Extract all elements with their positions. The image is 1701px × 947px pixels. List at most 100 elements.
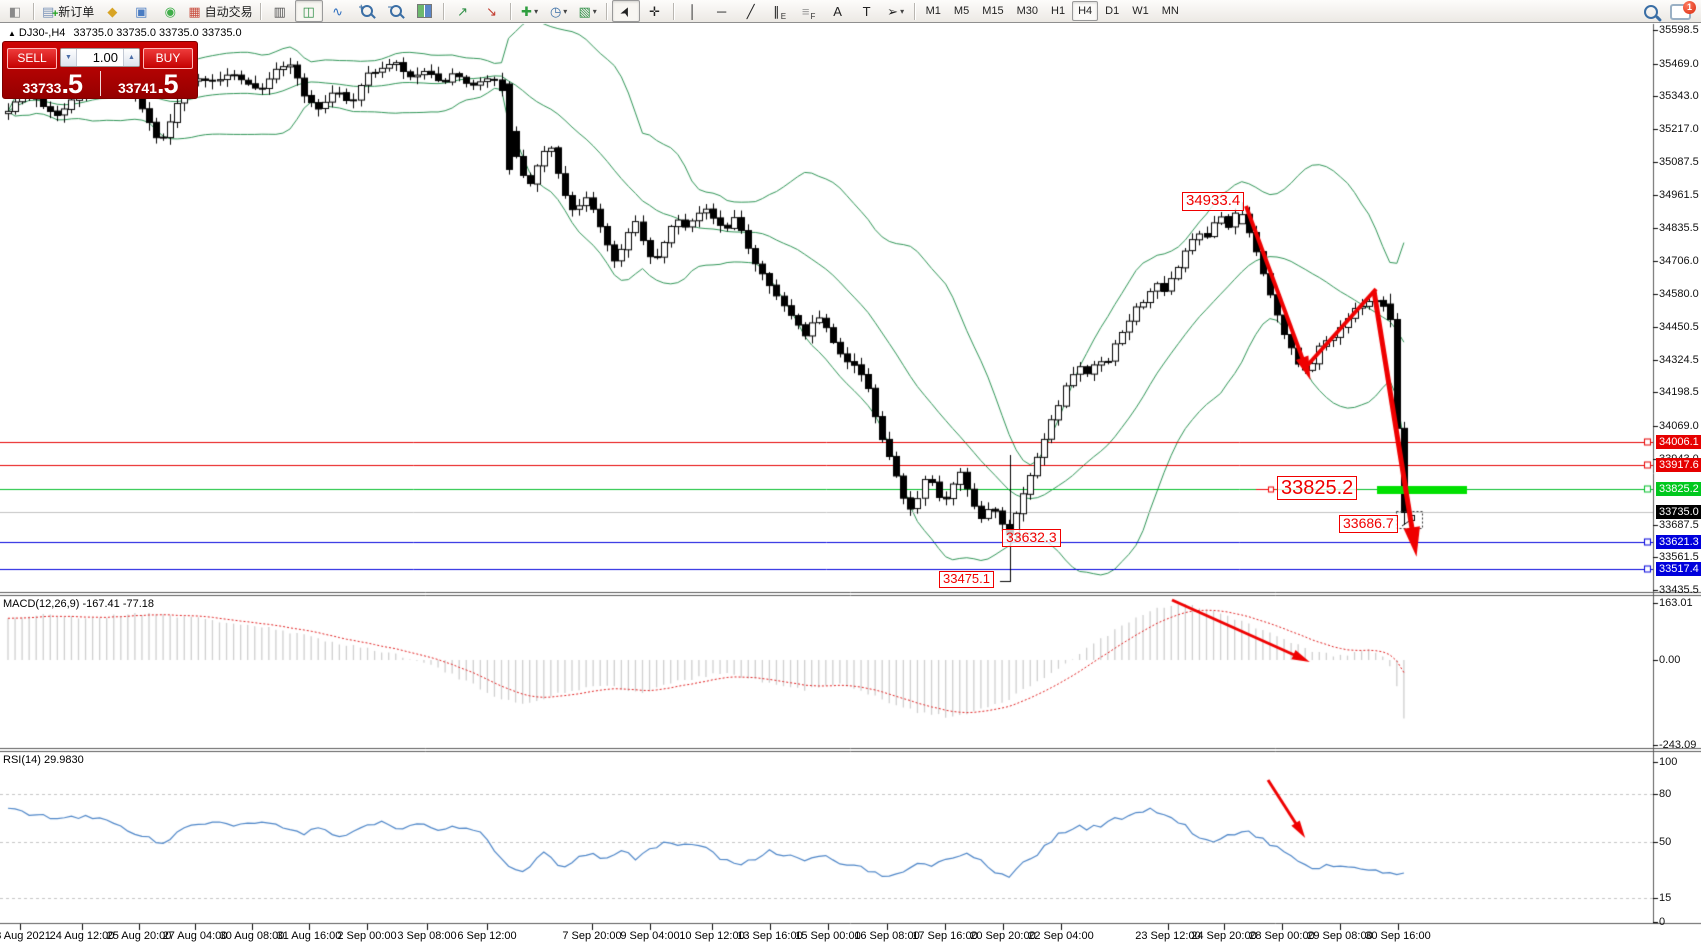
profiles-icon[interactable]: ▣ (135, 3, 148, 19)
new-order-button[interactable]: ▤ + 新订单 (42, 3, 95, 20)
timeframe-m30[interactable]: M30 (1016, 5, 1038, 17)
autotrading-button[interactable]: ▦ 自动交易 (188, 3, 253, 19)
macd-indicator-label: MACD(12,26,9) -167.41 -77.18 (3, 598, 155, 610)
toolbar-separator (442, 2, 445, 20)
price-tick-label: 34069.0 (1659, 420, 1699, 432)
time-tick-label: 9 Sep 04:00 (620, 930, 680, 942)
time-tick-label: 20 Sep 20:00 (970, 930, 1036, 942)
macd-scale-label: 0.00 (1659, 654, 1681, 666)
toolbar-separator (913, 2, 916, 20)
price-tick-label: 33561.5 (1659, 551, 1699, 563)
lot-size-value[interactable]: 1.00 (92, 50, 118, 65)
price-tick-label: 34324.5 (1659, 354, 1699, 366)
timeframe-m5[interactable]: M5 (953, 5, 970, 17)
notification-badge: 1 (1683, 0, 1696, 14)
label-tool[interactable]: T (862, 3, 871, 19)
horizontal-line-tool[interactable]: ─ (717, 3, 727, 19)
price-tick-label: 35343.0 (1659, 90, 1699, 102)
time-tick-label: 24 Aug 12:00 (49, 930, 115, 942)
rsi-indicator-label: RSI(14) 29.9830 (3, 754, 84, 766)
price-badge: 33825.2 (1656, 482, 1701, 496)
buy-price: 33741.5 (118, 69, 178, 99)
price-tick-label: 33687.5 (1659, 519, 1699, 531)
trendline-tool[interactable]: ╱ (746, 3, 755, 19)
bar-chart-icon[interactable]: ▥ (273, 3, 286, 19)
sell-button[interactable]: SELL (7, 48, 57, 69)
zoom-in-icon[interactable]: + (353, 0, 381, 22)
price-annotation[interactable]: 33632.3 (1002, 529, 1061, 547)
rsi-scale-label: 50 (1659, 836, 1672, 848)
lot-increase-button[interactable]: ▲ (123, 49, 139, 66)
candlestick-chart-icon[interactable]: ◫ (294, 0, 323, 22)
fibonacci-tool[interactable]: ≡ F (801, 3, 816, 22)
time-tick-label: 13 Sep 16:00 (737, 930, 803, 942)
timeframe-d1[interactable]: D1 (1105, 5, 1120, 17)
one-click-trading-panel: SELL ▼ 1.00 ▲ BUY 33733.5 33741.5 (2, 41, 198, 99)
price-annotation[interactable]: 33686.7 (1339, 515, 1398, 533)
arrows-tool[interactable]: ➢ ▾ (887, 3, 905, 19)
add-indicator-button[interactable]: ✚ ▾ (521, 3, 539, 19)
timeframe-mn[interactable]: MN (1161, 5, 1179, 17)
price-badge: 34006.1 (1656, 435, 1701, 449)
toolbar-separator (259, 2, 262, 20)
symbol-period-label: DJ30-,H4 (18, 27, 66, 39)
lot-size-stepper: ▼ 1.00 ▲ (60, 48, 140, 67)
search-icon[interactable] (1644, 4, 1658, 19)
price-tick-label: 34450.5 (1659, 321, 1699, 333)
rsi-scale-label: 100 (1659, 756, 1678, 768)
time-tick-label: 6 Sep 12:00 (457, 930, 517, 942)
navigator-window-icon[interactable]: ↘ (486, 3, 498, 19)
rsi-scale-label: 15 (1659, 892, 1672, 904)
time-tick-label: 7 Sep 20:00 (562, 930, 622, 942)
rsi-scale-label: 0 (1659, 916, 1666, 928)
app-icon[interactable]: ◧ (8, 3, 22, 19)
price-badge: 33621.3 (1656, 535, 1701, 549)
macd-scale-label: -243.09 (1659, 739, 1697, 751)
period-button[interactable]: ◷ ▾ (549, 3, 568, 19)
signal-icon[interactable]: ◉ (164, 3, 176, 19)
price-annotation[interactable]: 34933.4 (1182, 192, 1245, 211)
line-chart-icon[interactable]: ∿ (332, 3, 344, 19)
price-tick-label: 33435.5 (1659, 584, 1699, 596)
text-tool[interactable]: A (833, 3, 842, 19)
channel-tool[interactable]: ∥ E (773, 3, 787, 22)
price-divider (99, 71, 101, 96)
time-tick-label: 24 Sep 20:00 (1191, 930, 1257, 942)
timeframe-m1[interactable]: M1 (925, 5, 941, 17)
timeframe-w1[interactable]: W1 (1132, 5, 1149, 17)
price-badge: 33917.6 (1656, 458, 1701, 472)
buy-button[interactable]: BUY (143, 48, 193, 69)
direction-marker-icon: ▲ (8, 29, 16, 38)
price-tick-label: 34580.0 (1659, 288, 1699, 300)
time-tick-label: 16 Sep 08:00 (854, 930, 920, 942)
zoom-out-icon[interactable]: − (382, 0, 410, 22)
cursor-tool[interactable]: ➤ (611, 0, 640, 22)
new-chart-icon[interactable]: ◆ (107, 3, 118, 19)
time-tick-label: 25 Aug 20:00 (106, 930, 172, 942)
timeframe-h4[interactable]: H4 (1072, 1, 1099, 21)
template-button[interactable]: ▧ ▾ (578, 3, 597, 19)
time-tick-label: 31 Aug 16:00 (276, 930, 342, 942)
time-tick-label: 23 Sep 12:00 (1135, 930, 1201, 942)
sell-price: 33733.5 (22, 69, 83, 99)
timeframe-h1[interactable]: H1 (1051, 5, 1066, 17)
time-tick-label: 2 Sep 00:00 (337, 930, 397, 942)
lot-decrease-button[interactable]: ▼ (61, 49, 77, 66)
time-tick-label: 28 Sep 00:00 (1249, 930, 1315, 942)
price-annotation[interactable]: 33475.1 (939, 571, 994, 588)
price-tick-label: 35087.5 (1659, 156, 1699, 168)
chat-icon[interactable]: 1 (1670, 0, 1696, 20)
price-annotation[interactable]: 33825.2 (1277, 476, 1358, 501)
timeframe-m15[interactable]: M15 (982, 5, 1004, 17)
tile-windows-icon[interactable] (411, 0, 439, 22)
indicators-window-icon[interactable]: ↗ (457, 3, 469, 19)
price-tick-label: 34198.5 (1659, 386, 1699, 398)
quote-prices: 33733.5 33741.5 (3, 69, 197, 98)
toolbar-separator (605, 2, 608, 20)
vertical-line-tool[interactable]: │ (688, 3, 697, 19)
toolbar: ◧ ▤ + 新订单 ◆ ▣ ◉ ▦ 自动交易 ▥ ◫ ∿ + − ↗ ↘ ✚ ▾ ◷ ▾ ▧ ▾ ➤ ✛ │ ─ ╱ ∥ E ≡ F A T ➢ ▾… (0, 0, 1701, 23)
price-tick-label: 34961.5 (1659, 189, 1699, 201)
crosshair-tool[interactable]: ✛ (649, 3, 661, 19)
